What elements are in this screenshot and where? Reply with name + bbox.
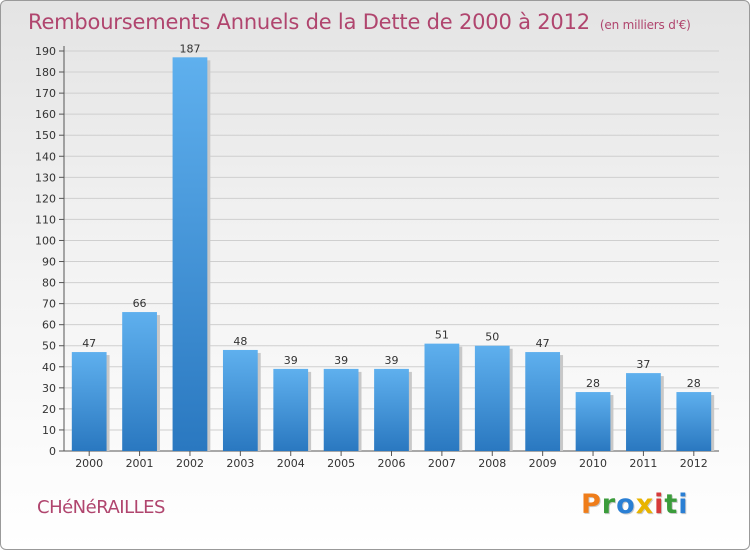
y-tick-label: 30 xyxy=(42,382,56,395)
y-tick-label: 20 xyxy=(42,403,56,416)
x-tick-label: 2012 xyxy=(680,457,708,470)
y-tick-label: 60 xyxy=(42,319,56,332)
x-tick-label: 2000 xyxy=(75,457,103,470)
commune-name: CHéNéRAILLES xyxy=(37,497,165,518)
data-label: 47 xyxy=(82,337,96,350)
data-label: 51 xyxy=(435,329,449,342)
y-tick-label: 130 xyxy=(35,171,56,184)
bar xyxy=(626,373,661,451)
chart-title: Remboursements Annuels de la Dette de 20… xyxy=(28,10,691,34)
y-tick-label: 110 xyxy=(35,213,56,226)
x-tick-label: 2003 xyxy=(226,457,254,470)
y-tick-label: 120 xyxy=(35,192,56,205)
proxiti-logo: Proxiti xyxy=(581,489,689,520)
y-tick-label: 100 xyxy=(35,234,56,247)
x-tick-label: 2005 xyxy=(327,457,355,470)
bar xyxy=(575,392,611,451)
bar xyxy=(525,352,561,451)
data-label: 187 xyxy=(179,42,200,55)
chart-title-text: Remboursements Annuels de la Dette de 20… xyxy=(28,10,590,34)
bar xyxy=(122,312,157,451)
y-tick-label: 150 xyxy=(35,129,56,142)
y-tick-label: 0 xyxy=(49,445,56,458)
x-tick-label: 2001 xyxy=(126,457,154,470)
data-label: 66 xyxy=(133,297,147,310)
y-tick-label: 70 xyxy=(42,298,56,311)
logo-letter: r xyxy=(601,489,617,520)
logo-letter: P xyxy=(581,489,602,520)
data-label: 50 xyxy=(485,331,499,344)
x-tick-label: 2007 xyxy=(428,457,456,470)
bar xyxy=(71,352,107,451)
bar xyxy=(222,349,258,451)
x-tick-label: 2008 xyxy=(478,457,506,470)
x-tick-label: 2010 xyxy=(579,457,607,470)
bar xyxy=(474,345,510,451)
data-labels: 47 66 187 48 39 39 39 51 50 47 28 37 28 xyxy=(82,42,701,390)
data-label: 28 xyxy=(586,377,600,390)
x-tick-label: 2006 xyxy=(378,457,406,470)
y-tick-label: 80 xyxy=(42,277,56,290)
bar xyxy=(273,368,309,451)
bar xyxy=(676,392,712,451)
y-tick-label: 140 xyxy=(35,150,56,163)
bar xyxy=(374,368,409,451)
bar xyxy=(323,368,359,451)
y-tick-label: 40 xyxy=(42,361,56,374)
x-tick-label: 2004 xyxy=(277,457,305,470)
x-tick-label: 2002 xyxy=(176,457,204,470)
y-tick-label: 160 xyxy=(35,108,56,121)
logo-letter: x xyxy=(635,489,655,520)
x-tick-label: 2009 xyxy=(529,457,557,470)
data-label: 39 xyxy=(284,354,298,367)
y-tick-label: 170 xyxy=(35,87,56,100)
data-label: 39 xyxy=(385,354,399,367)
y-tick-label: 90 xyxy=(42,256,56,269)
logo-letter: i xyxy=(654,489,665,520)
logo-letter: i xyxy=(678,489,689,520)
bars xyxy=(71,57,715,451)
x-tick-label: 2011 xyxy=(629,457,657,470)
y-tick-label: 50 xyxy=(42,340,56,353)
chart-subtitle: (en milliers d'€) xyxy=(599,18,691,32)
data-label: 28 xyxy=(687,377,701,390)
data-label: 37 xyxy=(636,358,650,371)
y-tick-label: 180 xyxy=(35,66,56,79)
bar xyxy=(172,57,208,451)
data-label: 48 xyxy=(233,335,247,348)
y-tick-label: 190 xyxy=(35,45,56,58)
logo-letter: o xyxy=(616,489,636,520)
logo-letter: t xyxy=(664,489,679,520)
data-label: 47 xyxy=(536,337,550,350)
data-label: 39 xyxy=(334,354,348,367)
bar xyxy=(424,343,460,451)
y-tick-label: 10 xyxy=(42,424,56,437)
